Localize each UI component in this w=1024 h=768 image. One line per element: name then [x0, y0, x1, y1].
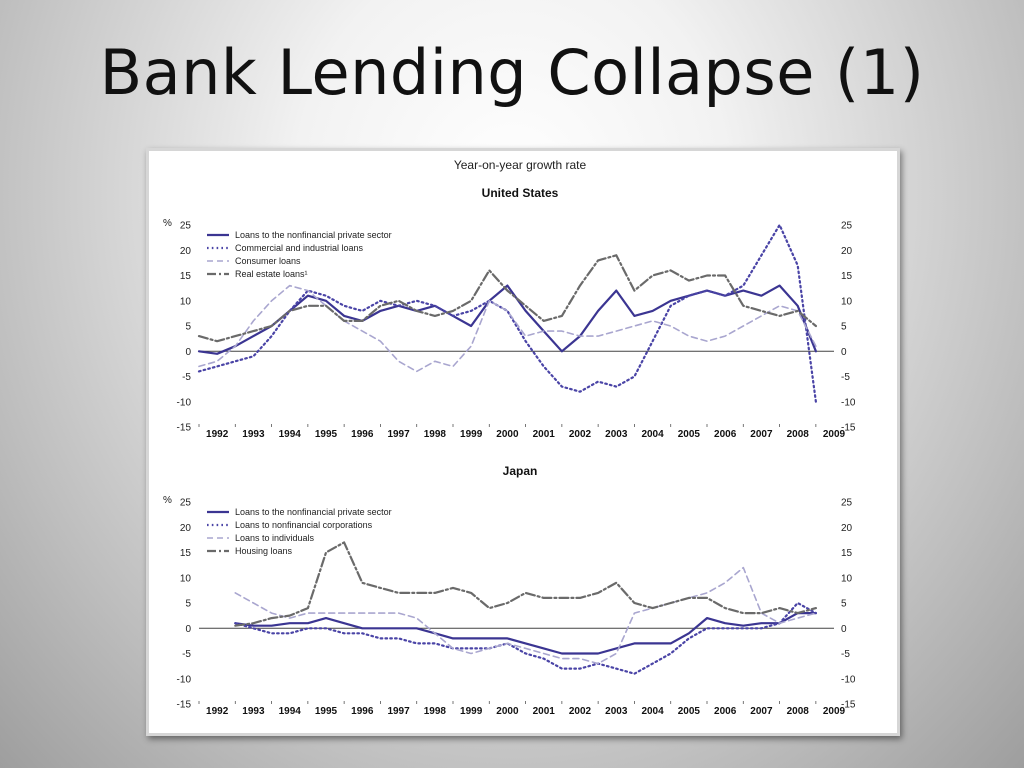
- x-tick-label: 2004: [641, 706, 664, 717]
- y-tick-label-left: -15: [177, 423, 192, 434]
- x-tick-label: 1999: [460, 429, 483, 440]
- x-tick-label: 1998: [424, 429, 447, 440]
- y-tick-label-left: -5: [182, 372, 191, 383]
- y-tick-label-left: 20: [180, 246, 192, 257]
- x-tick-label: 1994: [279, 706, 302, 717]
- y-tick-label-left: -10: [177, 674, 192, 685]
- x-tick-label: 1996: [351, 706, 374, 717]
- x-tick-label: 2003: [605, 429, 628, 440]
- y-tick-label-left: 5: [185, 599, 191, 610]
- y-tick-label-right: -15: [841, 423, 856, 434]
- x-tick-label: 1994: [279, 429, 302, 440]
- x-tick-label: 1999: [460, 706, 483, 717]
- x-tick-label: 2000: [496, 429, 519, 440]
- x-tick-label: 2007: [750, 706, 773, 717]
- y-tick-label-right: 20: [841, 523, 853, 534]
- y-tick-label-right: 5: [841, 322, 847, 333]
- y-tick-label-left: 0: [185, 624, 191, 635]
- x-tick-label: 1995: [315, 429, 338, 440]
- x-tick-label: 2000: [496, 706, 519, 717]
- x-tick-label: 1992: [206, 429, 229, 440]
- x-tick-label: 2008: [787, 429, 810, 440]
- y-tick-label-right: -10: [841, 674, 856, 685]
- y-tick-label-right: 25: [841, 498, 853, 509]
- x-tick-label: 2004: [641, 429, 664, 440]
- y-tick-label-right: 10: [841, 296, 853, 307]
- x-tick-label: 2005: [678, 429, 701, 440]
- figure-frame: Year-on-year growth rate United States% 2…: [146, 148, 900, 736]
- x-tick-label: 2003: [605, 706, 628, 717]
- x-tick-label: 1998: [424, 706, 447, 717]
- y-tick-label-left: 0: [185, 347, 191, 358]
- y-tick-label-right: 20: [841, 246, 853, 257]
- x-tick-label: 2008: [787, 706, 810, 717]
- series-line-dotted: [197, 223, 818, 403]
- x-tick-label: 2007: [750, 429, 773, 440]
- x-tick-label: 1997: [387, 429, 410, 440]
- y-tick-label-left: 15: [180, 271, 192, 282]
- chart-svg: Year-on-year growth rate United States% 2…: [163, 158, 856, 717]
- series-line-dashdot: [234, 541, 818, 627]
- y-unit-label: %: [163, 495, 172, 506]
- y-tick-label-right: -5: [841, 649, 850, 660]
- japan-panel: Japan% 25 25 20 20 15 15 10 10 5 5 0 0 -5 -5 -10 -10 -15 -…: [163, 464, 856, 717]
- panel-title: United States: [482, 186, 559, 200]
- y-tick-label-right: 10: [841, 573, 853, 584]
- x-tick-label: 2002: [569, 429, 592, 440]
- y-tick-label-left: 20: [180, 523, 192, 534]
- x-tick-label: 2001: [533, 706, 556, 717]
- y-tick-label-right: 0: [841, 624, 847, 635]
- y-tick-label-right: -5: [841, 372, 850, 383]
- y-tick-label-left: 5: [185, 322, 191, 333]
- x-tick-label: 2001: [533, 429, 556, 440]
- x-tick-label: 2009: [823, 706, 846, 717]
- y-tick-label-right: -10: [841, 397, 856, 408]
- y-tick-label-right: 5: [841, 599, 847, 610]
- y-tick-label-left: 25: [180, 221, 192, 232]
- chart-title: Year-on-year growth rate: [454, 158, 587, 172]
- legend-entry: Consumer loans: [235, 256, 301, 266]
- y-tick-label-right: 15: [841, 548, 853, 559]
- y-tick-label-left: 10: [180, 296, 192, 307]
- y-tick-label-left: 15: [180, 548, 192, 559]
- x-tick-label: 2005: [678, 706, 701, 717]
- x-tick-label: 1996: [351, 429, 374, 440]
- y-tick-label-left: -10: [177, 397, 192, 408]
- slide-title: Bank Lending Collapse (1): [99, 36, 925, 109]
- y-tick-label-right: -15: [841, 700, 856, 711]
- series-line-solid: [234, 612, 818, 655]
- series-line-dashdot: [197, 254, 818, 343]
- y-tick-label-left: 10: [180, 573, 192, 584]
- legend-entry: Commercial and industrial loans: [235, 243, 364, 253]
- y-tick-label-right: 25: [841, 221, 853, 232]
- legend-entry: Loans to the nonfinancial private sector: [235, 507, 392, 517]
- series-line-dotted: [234, 601, 818, 675]
- legend-entry: Real estate loans¹: [235, 269, 308, 279]
- x-tick-label: 2009: [823, 429, 846, 440]
- us-panel: United States% 25 25 20 20 15 15 10 10 5 5 0 0 -5 -5 -1…: [163, 186, 856, 440]
- x-tick-label: 1997: [387, 706, 410, 717]
- x-tick-label: 1993: [242, 429, 265, 440]
- x-tick-label: 2006: [714, 429, 737, 440]
- y-tick-label-left: -15: [177, 700, 192, 711]
- legend-entry: Loans to nonfinancial corporations: [235, 520, 373, 530]
- y-tick-label-right: 15: [841, 271, 853, 282]
- x-tick-label: 1992: [206, 706, 229, 717]
- series-line-dashed: [234, 566, 817, 665]
- y-tick-label-left: -5: [182, 649, 191, 660]
- series-line-dashed: [198, 284, 817, 373]
- x-tick-label: 2002: [569, 706, 592, 717]
- legend-entry: Housing loans: [235, 546, 293, 556]
- x-tick-label: 1993: [242, 706, 265, 717]
- legend-entry: Loans to the nonfinancial private sector: [235, 230, 392, 240]
- panel-title: Japan: [503, 464, 538, 478]
- x-tick-label: 2006: [714, 706, 737, 717]
- x-tick-label: 1995: [315, 706, 338, 717]
- legend-entry: Loans to individuals: [235, 533, 315, 543]
- y-tick-label-right: 0: [841, 347, 847, 358]
- y-unit-label: %: [163, 218, 172, 229]
- y-tick-label-left: 25: [180, 498, 192, 509]
